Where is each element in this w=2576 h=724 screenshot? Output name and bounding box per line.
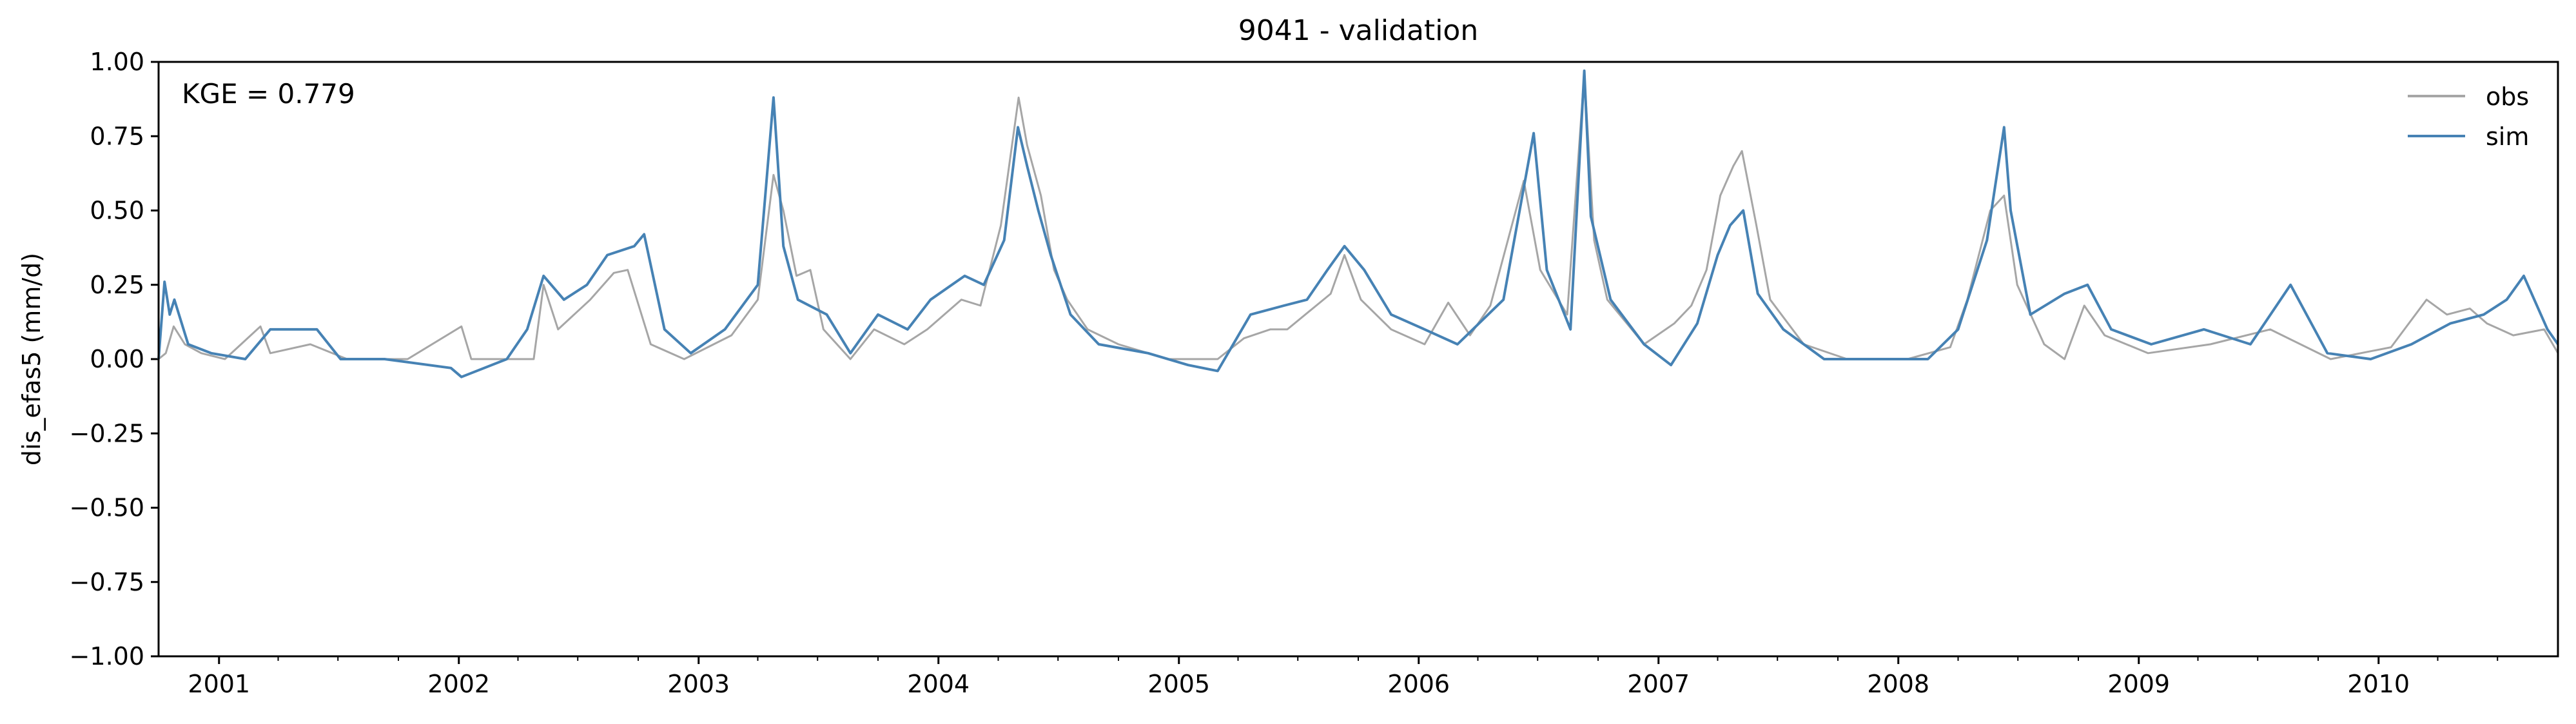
y-tick-label: −0.75 <box>70 568 144 596</box>
x-tick-label: 2006 <box>1387 670 1450 698</box>
y-axis-label: dis_efas5 (mm/d) <box>17 253 46 465</box>
y-tick-label: 0.25 <box>90 271 144 299</box>
x-tick-label: 2002 <box>427 670 490 698</box>
x-tick-label: 2008 <box>1867 670 1929 698</box>
y-tick-label: 0.50 <box>90 197 144 225</box>
x-tick-label: 2005 <box>1147 670 1210 698</box>
y-tick-label: 0.75 <box>90 122 144 150</box>
x-tick-label: 2009 <box>2107 670 2170 698</box>
y-axis: −1.00 −0.75 −0.50 −0.25 0.00 0.25 0.50 0.75 1.00 <box>70 48 159 670</box>
x-tick-label: 2007 <box>1627 670 1690 698</box>
y-tick-label: 1.00 <box>90 48 144 76</box>
kge-annotation: KGE = 0.779 <box>182 78 355 110</box>
legend-label-obs: obs <box>2486 83 2529 111</box>
chart-title: 9041 - validation <box>1238 14 1478 47</box>
x-tick-label: 2001 <box>188 670 250 698</box>
y-tick-label: −0.25 <box>70 419 144 447</box>
x-tick-label: 2003 <box>667 670 730 698</box>
plot-background <box>159 62 2558 656</box>
legend-label-sim: sim <box>2486 122 2529 151</box>
x-tick-label: 2004 <box>907 670 970 698</box>
plot-frame <box>157 61 2559 658</box>
x-axis: 2001 2002 2003 2004 2005 2006 2007 2008 2009 2010 <box>188 656 2499 698</box>
series-layer <box>157 69 2559 378</box>
legend: obs sim <box>2408 83 2529 151</box>
y-tick-label: −1.00 <box>70 642 144 670</box>
y-tick-label: 0.00 <box>90 345 144 373</box>
series-line-sim <box>157 69 2559 378</box>
y-tick-label: −0.50 <box>70 494 144 522</box>
x-tick-label: 2010 <box>2347 670 2410 698</box>
